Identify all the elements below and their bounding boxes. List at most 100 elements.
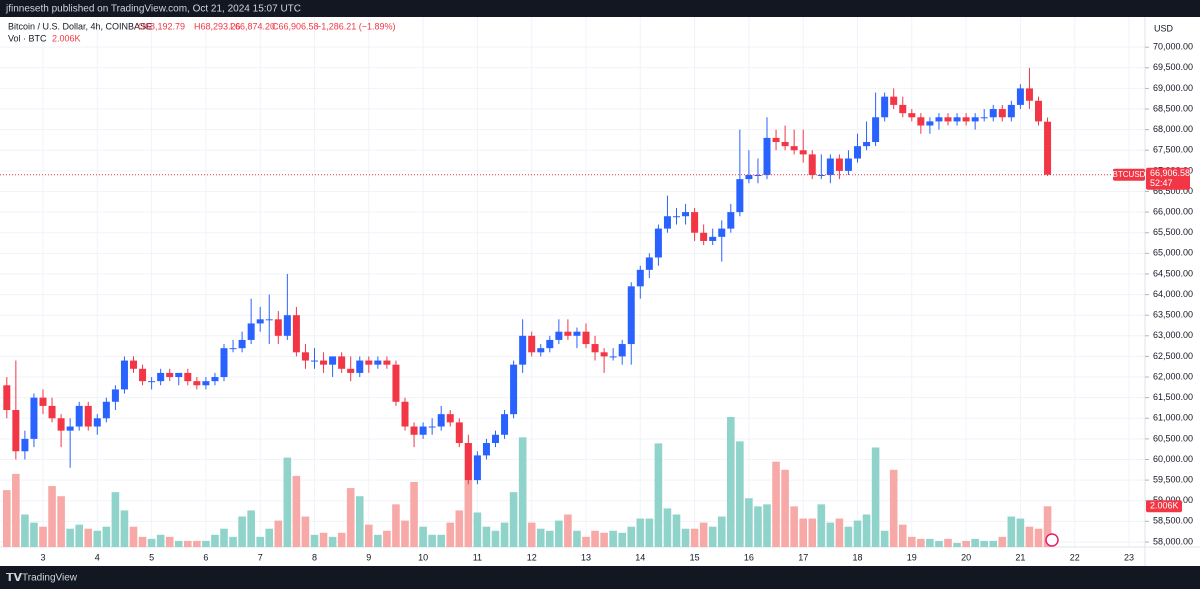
volume-bar: [898, 524, 907, 547]
legend-volume-title: Vol · BTC: [8, 33, 47, 43]
volume-bar: [410, 482, 418, 547]
volume-bar: [591, 530, 599, 547]
candle-body: [555, 331, 563, 340]
volume-bar: [337, 532, 346, 547]
candle-body: [329, 356, 337, 365]
y-tick-label: 69,000.00: [1153, 83, 1193, 93]
y-tick-label: 64,500.00: [1153, 268, 1193, 278]
volume-bar: [383, 530, 391, 547]
volume-bar: [491, 530, 500, 547]
volume-bar: [75, 524, 83, 547]
volume-bar: [736, 441, 744, 547]
volume-bar: [3, 490, 11, 547]
candle-body: [510, 364, 518, 415]
volume-bar: [265, 528, 274, 547]
volume-bar: [536, 528, 545, 547]
candle-body: [464, 443, 472, 481]
volume-bar: [165, 536, 174, 547]
volume-bar: [971, 538, 979, 547]
volume-bar: [120, 510, 129, 547]
candle-body: [229, 348, 237, 350]
volume-bar: [889, 469, 898, 547]
volume-bar: [826, 522, 835, 547]
volume-bar: [980, 540, 988, 547]
y-tick-label: 60,000.00: [1153, 454, 1193, 464]
volume-bar: [455, 510, 464, 547]
volume-bar: [862, 514, 871, 547]
candle-body: [917, 117, 925, 126]
volume-bar: [790, 506, 798, 547]
y-tick-label: 62,000.00: [1153, 371, 1193, 381]
candle-body: [573, 331, 581, 336]
y-tick-label: 61,000.00: [1153, 413, 1193, 423]
candle-body: [618, 344, 626, 357]
volume-bar: [156, 534, 165, 547]
y-tick-label: 62,500.00: [1153, 351, 1193, 361]
candle-body: [283, 315, 291, 336]
y-tick-label: 70,000.00: [1153, 42, 1193, 52]
candle-body: [682, 212, 690, 217]
candle-body: [645, 257, 653, 270]
legend-change: −1,286.21 (−1.89%): [316, 21, 396, 31]
candle-body: [673, 216, 680, 218]
volume-bar: [636, 518, 645, 547]
candle-body: [989, 109, 997, 118]
volume-bar: [1025, 526, 1034, 547]
candle-body: [220, 348, 228, 378]
x-tick-label: 12: [527, 552, 537, 562]
footer-text: TradingView: [22, 573, 78, 584]
volume-bar: [944, 538, 952, 547]
volume-bar: [446, 522, 455, 547]
candle-body: [193, 381, 201, 386]
legend-low: L66,874.20: [230, 21, 275, 31]
header-text: jfinneseth published on TradingView.com,…: [5, 4, 301, 15]
volume-bar: [21, 514, 29, 547]
candle-body: [57, 418, 65, 431]
candle-body: [863, 142, 871, 147]
volume-bar: [355, 496, 364, 547]
candle-body: [157, 372, 165, 382]
candle-body: [3, 385, 11, 411]
candle-body: [501, 414, 509, 435]
volume-bar: [654, 443, 663, 547]
candle-body: [455, 422, 463, 444]
candle-body: [166, 372, 174, 378]
candle-body: [926, 121, 934, 126]
candle-body: [211, 377, 219, 382]
candle-body: [437, 414, 445, 427]
volume-bar: [908, 536, 916, 547]
volume-bar: [464, 443, 473, 547]
volume-bar: [292, 475, 301, 547]
candle-body: [492, 434, 499, 444]
candle-body: [256, 319, 264, 324]
volume-bar: [935, 540, 943, 547]
candle-body: [175, 372, 183, 378]
y-tick-label: 68,000.00: [1153, 124, 1193, 134]
candle-body: [48, 405, 56, 419]
volume-bar: [93, 530, 102, 547]
volume-label: 2.006K: [1150, 501, 1179, 511]
volume-bar: [772, 461, 780, 547]
volume-bar: [39, 526, 47, 547]
candle-body: [365, 360, 373, 365]
candle-body: [799, 150, 807, 155]
candle-body: [790, 146, 798, 151]
volume-bar: [817, 504, 826, 547]
volume-bar: [310, 534, 319, 547]
candle-body: [899, 104, 907, 114]
volume-bar: [66, 528, 74, 547]
volume-bar: [781, 469, 789, 547]
candle-body: [908, 113, 916, 118]
volume-bar: [727, 417, 735, 547]
candle-body: [709, 236, 717, 241]
candle-body: [808, 154, 816, 176]
volume-bar: [754, 506, 762, 547]
x-tick-label: 13: [581, 552, 591, 562]
candle-body: [93, 418, 101, 427]
volume-bar: [618, 532, 626, 547]
volume-bar: [1007, 516, 1016, 547]
candle-body: [591, 344, 599, 353]
volume-bar: [763, 504, 771, 547]
candle-body: [772, 137, 780, 143]
